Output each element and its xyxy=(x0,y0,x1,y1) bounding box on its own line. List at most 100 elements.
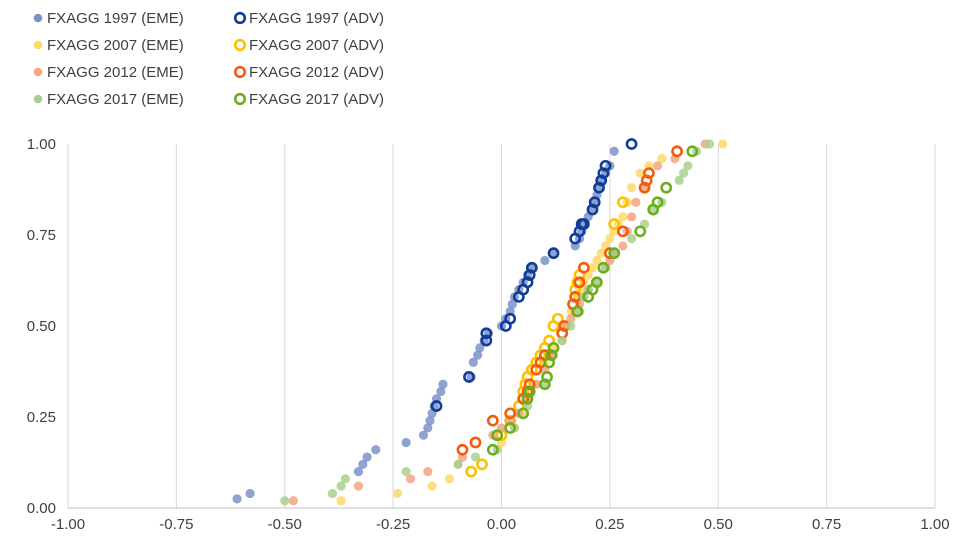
data-point xyxy=(430,400,443,412)
x-tick-label: -0.75 xyxy=(159,516,193,533)
data-point xyxy=(523,385,536,398)
data-point xyxy=(358,459,368,469)
x-tick-label: 0.00 xyxy=(487,516,516,533)
data-point xyxy=(704,139,715,149)
data-point xyxy=(491,429,504,442)
data-point xyxy=(523,269,536,281)
data-point xyxy=(678,168,689,178)
data-points xyxy=(232,138,728,506)
data-point xyxy=(634,225,647,238)
data-point xyxy=(571,305,584,318)
data-point xyxy=(444,474,455,484)
data-point xyxy=(418,430,429,440)
data-point xyxy=(523,378,536,391)
data-point xyxy=(340,474,351,484)
data-point xyxy=(618,241,628,251)
data-point xyxy=(517,407,530,420)
data-point xyxy=(588,196,601,209)
data-point xyxy=(573,276,586,289)
series-2 xyxy=(336,139,728,506)
data-point xyxy=(652,161,663,171)
data-point xyxy=(280,496,290,506)
legend-marker xyxy=(233,11,247,25)
data-point xyxy=(504,312,517,325)
data-point xyxy=(476,458,488,471)
axes: -1.00 -0.75 -0.50 -0.25 0.00 0.25 0.50 0.75 1.00… xyxy=(27,136,950,533)
data-point xyxy=(717,139,728,149)
data-point xyxy=(596,248,606,258)
data-point xyxy=(545,349,558,362)
data-point xyxy=(486,443,499,456)
series-1 xyxy=(430,138,638,412)
data-point xyxy=(587,263,598,273)
data-point xyxy=(473,350,483,360)
data-point xyxy=(465,465,478,478)
legend-marker xyxy=(233,38,247,52)
legend-label: FXAGG 2012 (ADV) xyxy=(249,64,384,81)
data-point xyxy=(605,234,615,244)
data-point xyxy=(371,445,381,455)
data-point xyxy=(521,276,534,289)
data-point xyxy=(671,145,683,158)
data-point xyxy=(625,138,638,150)
x-tick-label: -1.00 xyxy=(51,516,85,533)
data-point xyxy=(453,459,463,469)
data-point xyxy=(609,146,619,156)
data-point xyxy=(401,437,411,448)
data-point xyxy=(288,496,299,506)
data-point xyxy=(470,452,481,462)
data-point xyxy=(609,248,619,258)
legend-label: FXAGG 2007 (ADV) xyxy=(249,37,384,54)
data-point xyxy=(392,488,403,499)
y-tick-label: 0.75 xyxy=(27,227,56,244)
data-point xyxy=(626,212,637,222)
data-point xyxy=(336,481,346,491)
legend-label: FXAGG 1997 (EME) xyxy=(47,10,184,27)
y-tick-label: 0.25 xyxy=(27,409,56,426)
data-point xyxy=(569,290,582,303)
data-point xyxy=(405,474,416,484)
data-point xyxy=(597,167,610,180)
data-point xyxy=(504,422,517,434)
data-point xyxy=(486,414,499,427)
data-point xyxy=(683,161,693,171)
data-point xyxy=(362,452,372,462)
data-point xyxy=(548,248,559,258)
data-point xyxy=(638,181,651,194)
data-point xyxy=(626,234,637,244)
data-point xyxy=(660,181,673,194)
legend-label: FXAGG 2017 (EME) xyxy=(47,91,184,108)
data-point xyxy=(538,378,551,391)
x-tick-label: 0.75 xyxy=(812,516,841,533)
data-point xyxy=(469,436,482,449)
legend-label: FXAGG 2012 (EME) xyxy=(47,64,184,81)
data-point xyxy=(593,181,605,194)
x-tick-label: 0.25 xyxy=(595,516,624,533)
data-point xyxy=(657,153,667,164)
data-point xyxy=(608,218,621,230)
y-tick-label: 0.50 xyxy=(27,318,56,335)
data-point xyxy=(504,414,517,427)
legend-label: FXAGG 1997 (ADV) xyxy=(249,10,384,27)
data-point xyxy=(327,488,338,499)
data-point xyxy=(436,386,446,397)
data-point xyxy=(592,255,602,266)
data-point xyxy=(642,167,655,180)
data-point xyxy=(425,416,435,426)
data-point xyxy=(635,168,645,178)
y-tick-label: 0.00 xyxy=(27,500,56,517)
data-point xyxy=(608,247,621,260)
data-point xyxy=(551,312,564,325)
data-point xyxy=(616,225,629,238)
y-tick-label: 1.00 xyxy=(27,136,56,153)
data-point xyxy=(480,327,493,340)
legend-marker xyxy=(233,65,247,79)
data-point xyxy=(674,175,684,185)
data-point xyxy=(566,321,576,331)
legend: FXAGG 1997 (EME) FXAGG 1997 (ADV) FXAGG 20… xyxy=(33,10,384,108)
data-point xyxy=(586,203,599,216)
data-point xyxy=(541,371,553,383)
data-point xyxy=(651,196,664,209)
